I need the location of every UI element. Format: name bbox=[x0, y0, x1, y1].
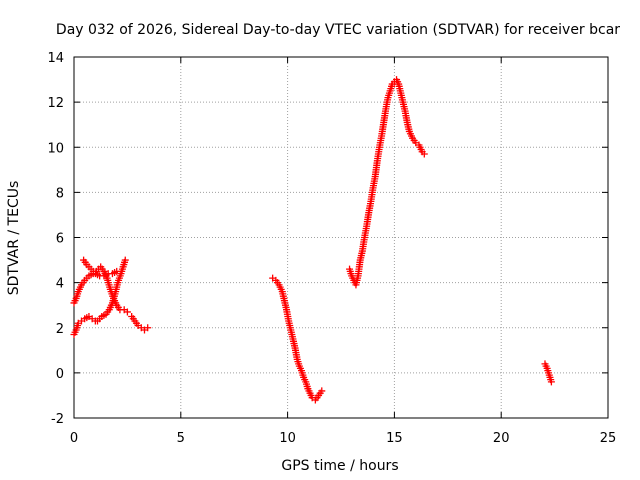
data-point bbox=[420, 150, 428, 158]
y-tick-label: -2 bbox=[51, 412, 64, 427]
chart-title: Day 032 of 2026, Sidereal Day-to-day VTE… bbox=[56, 22, 620, 38]
y-tick-label: 4 bbox=[56, 277, 64, 292]
data-point bbox=[121, 256, 129, 264]
x-tick-label: 10 bbox=[279, 431, 296, 446]
data-point bbox=[144, 324, 152, 332]
y-axis-label: SDTVAR / TECUs bbox=[6, 181, 22, 296]
y-tick-label: 6 bbox=[56, 232, 64, 247]
y-axis: -2 0 2 4 6 8 10 12 14 bbox=[47, 51, 608, 427]
x-axis-label: GPS time / hours bbox=[281, 458, 398, 474]
y-tick-label: 12 bbox=[47, 96, 64, 111]
data-point bbox=[123, 308, 131, 316]
x-axis: 0 5 10 15 20 25 bbox=[70, 57, 616, 446]
plot-grid bbox=[74, 57, 608, 418]
data-points bbox=[70, 76, 555, 404]
x-tick-label: 20 bbox=[493, 431, 510, 446]
data-point bbox=[318, 387, 326, 395]
series-segment-a-tail bbox=[128, 312, 152, 334]
x-tick-label: 15 bbox=[386, 431, 403, 446]
series-segment-a-upper bbox=[70, 263, 131, 316]
x-tick-label: 0 bbox=[70, 431, 78, 446]
data-point bbox=[547, 378, 555, 386]
x-tick-label: 5 bbox=[177, 431, 185, 446]
data-point bbox=[113, 267, 121, 275]
y-tick-label: 14 bbox=[47, 51, 64, 66]
y-tick-label: 8 bbox=[56, 186, 64, 201]
series-segment-d bbox=[541, 360, 555, 386]
y-tick-label: 2 bbox=[56, 322, 64, 337]
series-segment-c bbox=[346, 76, 428, 289]
series-segment-a-cross bbox=[80, 256, 121, 280]
x-tick-label: 25 bbox=[600, 431, 617, 446]
series-segment-b bbox=[269, 274, 326, 404]
y-tick-label: 0 bbox=[56, 367, 64, 382]
y-tick-label: 10 bbox=[47, 141, 64, 156]
